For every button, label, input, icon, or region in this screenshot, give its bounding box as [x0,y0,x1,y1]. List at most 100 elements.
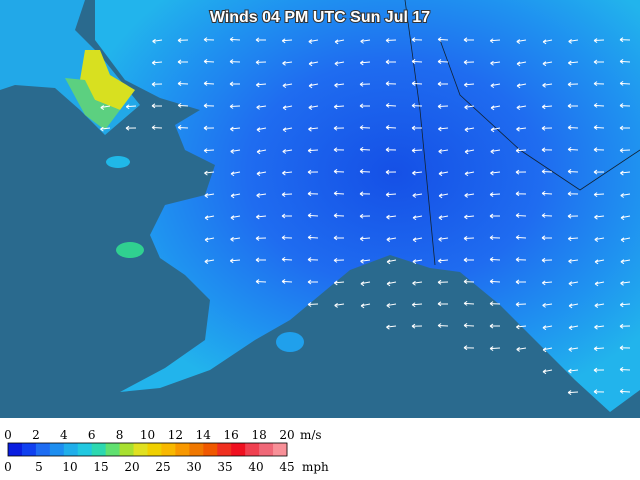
wind-arrow [308,61,319,67]
wind-arrow [359,81,371,87]
wind-arrow [515,279,527,285]
wind-arrow [437,301,449,307]
wind-arrow [568,368,579,374]
wind-arrow [359,169,371,174]
wind-arrow [151,60,163,66]
wind-arrow [386,324,397,330]
wind-arrow [516,105,527,111]
wind-arrow [230,236,241,242]
wind-arrow [464,214,475,220]
wind-arrow [204,215,215,221]
wind-arrow [567,390,579,395]
wind-arrow [464,193,475,198]
wind-arrow [229,258,241,264]
wind-arrow [515,148,527,154]
wind-arrow [359,103,371,109]
wind-arrow [333,104,345,110]
wind-arrow [334,82,345,88]
wind-arrow [255,279,267,284]
wind-arrow [412,170,423,176]
wind-arrow [256,214,267,220]
wind-arrow [542,82,553,88]
color-cell [203,443,218,456]
wind-arrow [333,147,345,153]
ms-tick-label: 14 [196,428,212,442]
wind-arrow [333,280,345,286]
wind-arrow [282,170,293,176]
wind-arrow [567,191,579,197]
wind-arrow [256,149,267,155]
chukotka-wind-yellow [80,50,135,110]
wind-arrow [515,302,527,307]
wind-arrow [567,236,579,242]
wind-arrow [438,236,449,242]
wind-arrow [567,213,579,219]
wind-arrow [593,192,605,198]
ms-tick-label: 20 [279,428,294,442]
wind-arrow [463,59,475,65]
color-bar [7,442,288,457]
ms-tick-label: 8 [116,428,124,442]
ms-tick-label: 12 [168,428,183,442]
ms-tick-label: 18 [251,428,266,442]
wind-arrow [464,149,475,155]
wind-arrow [464,127,475,133]
wind-arrow [412,215,423,221]
wind-arrow [386,303,397,308]
wind-arrow [568,281,579,287]
wind-arrow [619,323,631,329]
wind-arrow [281,235,293,241]
wind-arrow [516,126,527,132]
wind-arrow [542,302,553,308]
wind-arrow [567,146,579,152]
wind-arrow [151,81,163,87]
wind-arrow [386,281,397,287]
wind-arrow [359,60,371,66]
wind-arrow [281,279,293,284]
wind-arrow [463,323,475,328]
wind-arrow [100,126,111,132]
mph-tick-label: 40 [248,460,263,474]
wind-arrow [307,191,319,197]
wind-arrow [594,281,605,287]
wind-arrow [437,104,449,109]
wind-arrow [333,257,345,263]
wind-arrow [307,302,319,307]
color-cell [217,443,232,456]
island [276,332,304,352]
wind-arrow [619,302,631,308]
wind-arrow [541,190,553,196]
wind-arrow [255,257,267,263]
wind-arrow [542,61,553,67]
wind-arrow [568,258,579,264]
wind-arrow [619,148,631,153]
wind-arrow [359,191,371,197]
wind-arrow [489,346,501,352]
mph-tick-label: 20 [124,460,139,474]
wind-arrow [593,81,605,87]
wind-arrow [177,38,189,43]
wind-arrow [359,146,371,152]
wind-arrow [594,303,605,309]
wind-arrow [489,213,501,219]
wind-arrow [489,38,501,44]
wind-arrow [100,105,111,110]
wind-arrow [255,82,267,88]
wind-arrow [620,170,631,176]
wind-arrow [541,280,553,286]
wind-arrow [307,257,319,263]
wind-arrow [489,323,501,329]
wind-arrow [515,169,527,175]
wind-arrow [230,149,241,154]
wind-arrow [568,303,579,309]
wind-arrow [385,147,397,153]
wind-arrow [489,301,501,307]
wind-arrow [619,37,631,43]
wind-arrow [438,126,449,132]
wind-arrow [619,367,631,372]
island [106,156,130,168]
wind-arrow [593,389,605,395]
mph-tick-label: 10 [62,460,77,474]
wind-arrow [515,257,527,262]
